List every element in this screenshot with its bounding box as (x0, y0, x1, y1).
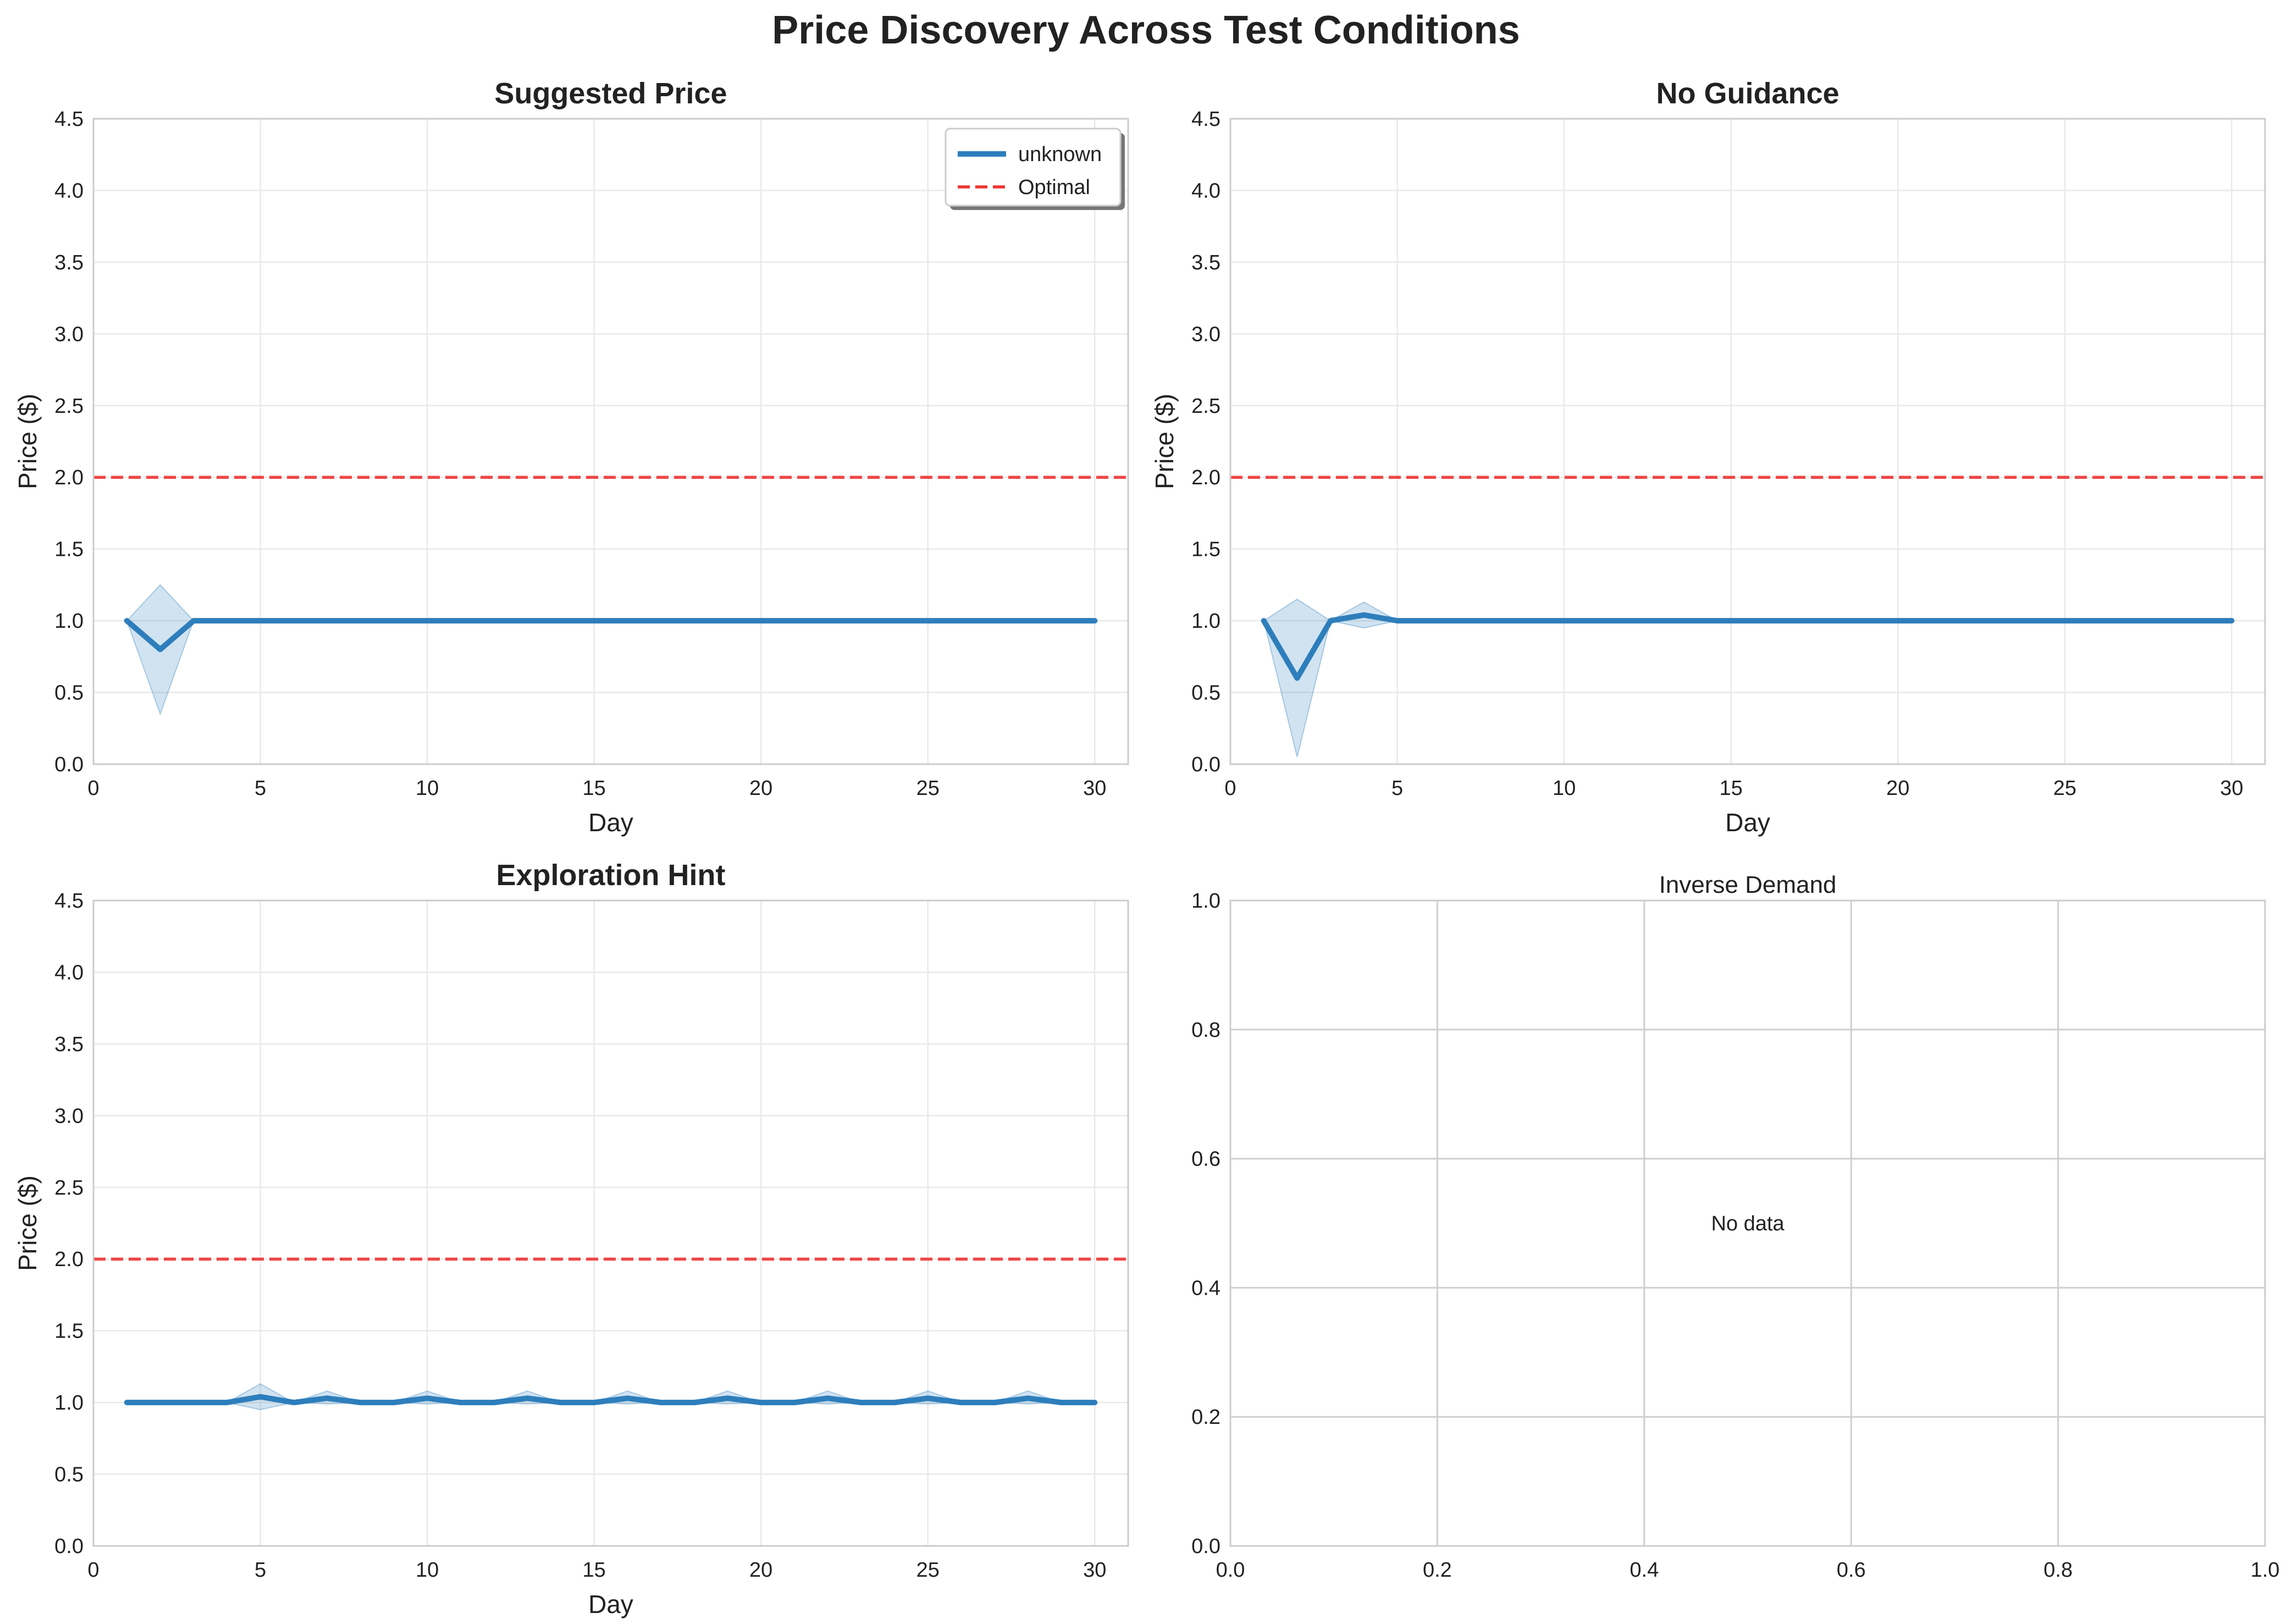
y-tick-label: 0.0 (1191, 1535, 1220, 1558)
y-tick-label: 0.4 (1191, 1277, 1220, 1300)
x-tick-label: 0 (87, 1559, 99, 1582)
chart-title: Inverse Demand (1659, 871, 1837, 898)
y-tick-label: 3.5 (54, 251, 84, 274)
y-tick-label: 3.0 (54, 1104, 84, 1128)
y-tick-label: 0.8 (1191, 1019, 1220, 1042)
y-tick-label: 1.5 (1191, 538, 1220, 561)
y-tick-label: 2.5 (54, 1176, 84, 1200)
x-tick-label: 10 (416, 777, 439, 800)
y-tick-label: 0.0 (54, 753, 84, 776)
chart-title: Suggested Price (494, 77, 727, 110)
chart-title: No Guidance (1656, 77, 1839, 110)
chart-panel-4: 0.0 0.2 0.4 0.6 0.8 1.0 0.0 0.2 0.4 0.6 0.8 1.0 Inve… (1191, 871, 2279, 1582)
x-tick-label: 20 (749, 1559, 772, 1582)
x-tick-label: 30 (1083, 1559, 1106, 1582)
y-tick-label: 4.0 (1191, 179, 1220, 202)
chart-title: Exploration Hint (496, 859, 726, 892)
axes-frame (1229, 118, 2266, 765)
plot-area (93, 901, 1128, 1546)
x-axis-label: Day (588, 1590, 633, 1619)
x-tick-label: 25 (916, 777, 940, 800)
plot-area (1230, 901, 2265, 1546)
chart-panel-1: 0 5 10 15 20 25 30 0.0 0.5 1.0 1.5 2.0 2.5 3.0 3.5 4.0 4… (13, 77, 1129, 837)
axes-frame (1229, 899, 2266, 1547)
x-tick-label: 0 (87, 777, 99, 800)
x-tick-label: 0.8 (2044, 1559, 2073, 1582)
y-tick-label: 2.0 (54, 466, 84, 489)
x-tick-label: 25 (2053, 777, 2076, 800)
y-tick-label: 0.0 (1191, 753, 1220, 776)
y-tick-label: 2.0 (1191, 466, 1220, 489)
y-tick-label: 3.0 (1191, 323, 1220, 346)
y-tick-label: 1.0 (54, 610, 84, 633)
plot-area (93, 119, 1128, 764)
y-tick-label: 0.6 (1191, 1148, 1220, 1171)
legend: unknown Optimal (945, 128, 1125, 210)
x-axis-label: Day (588, 808, 633, 837)
y-tick-label: 3.5 (54, 1033, 84, 1056)
y-tick-label: 2.5 (1191, 395, 1220, 418)
y-tick-label: 3.0 (54, 323, 84, 346)
x-tick-label: 5 (255, 1559, 266, 1582)
x-tick-label: 0.2 (1423, 1559, 1452, 1582)
chart-panel-3: 0 5 10 15 20 25 30 0.0 0.5 1.0 1.5 2.0 2.5 3.0 3.5 4.0 4… (13, 859, 1129, 1619)
x-tick-label: 30 (1083, 777, 1106, 800)
figure-title: Price Discovery Across Test Conditions (772, 8, 1520, 52)
y-axis-label: Price ($) (13, 394, 42, 489)
series-line (1261, 612, 2235, 681)
x-axis-label: Day (1725, 808, 1770, 837)
x-tick-label: 15 (583, 777, 606, 800)
y-tick-label: 4.0 (54, 961, 84, 984)
x-tick-label: 15 (1720, 777, 1743, 800)
y-tick-label: 3.5 (1191, 251, 1220, 274)
x-tick-label: 1.0 (2251, 1559, 2280, 1582)
x-tick-label: 20 (1886, 777, 1909, 800)
no-data-annotation: No data (1711, 1212, 1785, 1235)
y-tick-label: 1.0 (54, 1391, 84, 1415)
y-tick-label: 4.5 (54, 890, 84, 913)
y-axis-label: Price ($) (13, 1175, 42, 1271)
legend-label: unknown (1018, 143, 1102, 166)
x-tick-label: 20 (749, 777, 772, 800)
chart-panel-2: 0 5 10 15 20 25 30 0.0 0.5 1.0 1.5 2.0 2.5 3.0 3.5 4.0 4… (1150, 77, 2266, 837)
y-tick-label: 2.5 (54, 395, 84, 418)
legend-label: Optimal (1018, 176, 1090, 199)
y-tick-label: 4.5 (54, 108, 84, 131)
y-tick-label: 4.5 (1191, 108, 1220, 131)
y-tick-label: 1.0 (1191, 890, 1220, 913)
y-tick-label: 0.5 (1191, 682, 1220, 705)
y-tick-label: 4.0 (54, 179, 84, 202)
legend-box (945, 128, 1122, 207)
y-tick-label: 0.0 (54, 1535, 84, 1558)
x-tick-label: 15 (583, 1559, 606, 1582)
x-tick-label: 0 (1224, 777, 1236, 800)
x-tick-label: 0.4 (1630, 1559, 1659, 1582)
x-tick-label: 25 (916, 1559, 940, 1582)
y-tick-label: 1.5 (54, 1320, 84, 1343)
x-tick-label: 0.0 (1216, 1559, 1245, 1582)
x-tick-label: 0.6 (1837, 1559, 1866, 1582)
y-tick-label: 0.5 (54, 682, 84, 705)
x-tick-label: 10 (1553, 777, 1576, 800)
y-tick-label: 1.0 (1191, 610, 1220, 633)
y-tick-label: 1.5 (54, 538, 84, 561)
plot-area (1230, 119, 2265, 764)
y-tick-label: 0.2 (1191, 1406, 1220, 1429)
axes-frame (92, 899, 1129, 1547)
y-tick-label: 2.0 (54, 1248, 84, 1271)
series-line (124, 618, 1098, 653)
x-tick-label: 10 (416, 1559, 439, 1582)
y-tick-label: 0.5 (54, 1463, 84, 1487)
y-axis-label: Price ($) (1150, 394, 1179, 489)
series-line (124, 1394, 1098, 1406)
x-tick-label: 5 (255, 777, 266, 800)
x-tick-label: 30 (2220, 777, 2243, 800)
axes-frame (92, 118, 1129, 765)
x-tick-label: 5 (1391, 777, 1403, 800)
